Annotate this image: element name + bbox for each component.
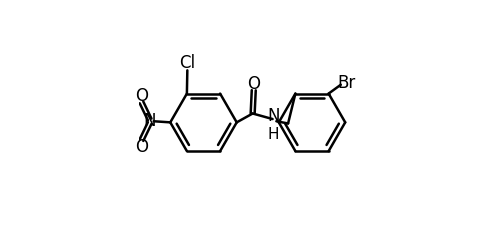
- Text: Cl: Cl: [180, 54, 196, 72]
- Text: H: H: [268, 127, 280, 142]
- Text: O: O: [135, 87, 148, 105]
- Text: N: N: [144, 112, 156, 130]
- Text: O: O: [248, 75, 260, 93]
- Text: O: O: [135, 138, 148, 156]
- Text: N: N: [268, 107, 280, 125]
- Text: Br: Br: [338, 74, 356, 91]
